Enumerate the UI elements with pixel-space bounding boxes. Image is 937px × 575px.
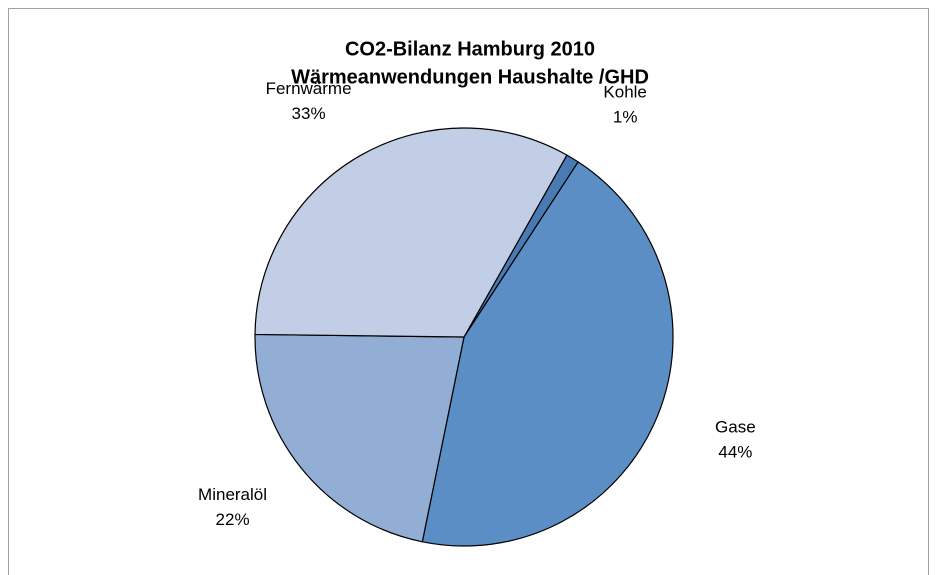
slice-label: Gase — [715, 418, 756, 437]
slice-label: Fernwärme — [266, 79, 352, 98]
chart-title: Wärmeanwendungen Haushalte /GHD — [291, 66, 649, 88]
slice-value-label: 44% — [718, 443, 752, 462]
chart-title: CO2-Bilanz Hamburg 2010 — [345, 38, 595, 60]
pie-slice — [421, 161, 674, 547]
slice-value-label: 1% — [613, 107, 638, 126]
slice-label: Mineralöl — [198, 485, 267, 504]
slice-value-label: 33% — [292, 104, 326, 123]
pie-slice — [254, 127, 568, 338]
slice-label: Kohle — [603, 82, 646, 101]
pie-slice — [254, 333, 465, 543]
slice-value-label: 22% — [216, 510, 250, 529]
